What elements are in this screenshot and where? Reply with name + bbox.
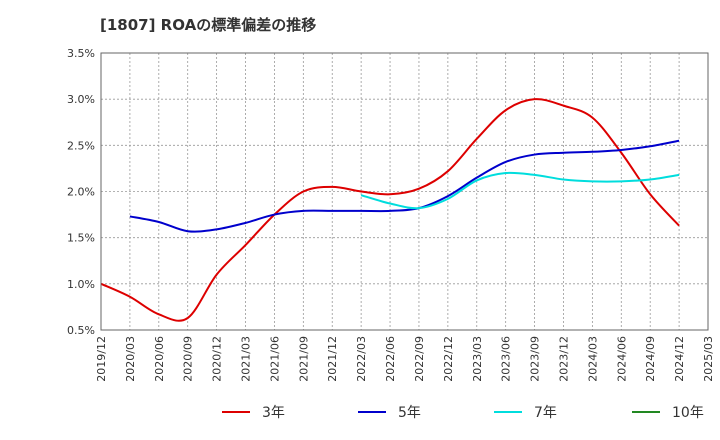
- x-tick-label: 2019/12: [95, 336, 108, 382]
- legend-label-3: 7年: [534, 405, 557, 421]
- x-tick-label: 2020/03: [124, 336, 137, 382]
- y-tick-label: 3.5%: [67, 47, 95, 60]
- plot-frame: [100, 52, 709, 331]
- x-tick-label: 2020/06: [153, 336, 166, 382]
- x-tick-label: 2023/12: [557, 336, 570, 382]
- x-tick-label: 2024/03: [586, 336, 599, 382]
- legend-label-2: 5年: [398, 405, 421, 421]
- legend-label-4: 10年: [672, 405, 704, 421]
- x-tick-label: 2020/12: [211, 336, 224, 382]
- grid: [100, 52, 709, 331]
- series-line-3: [360, 171, 680, 210]
- x-tick-label: 2021/06: [268, 336, 281, 382]
- x-tick-label: 2021/09: [297, 336, 310, 382]
- series-line-2: [129, 139, 680, 233]
- x-tick-label: 2024/06: [615, 336, 628, 382]
- x-tick-label: 2025/03: [702, 336, 715, 382]
- axes: 0.5% 1.0% 1.5% 2.0% 2.5% 3.0% 3.5% 2019/12 2020/…: [67, 47, 715, 382]
- series-lines: [100, 98, 680, 322]
- x-tick-label: 2023/09: [529, 336, 542, 382]
- legend-label-1: 3年: [262, 405, 285, 421]
- chart-title: [1807] ROAの標準偏差の推移: [100, 16, 317, 34]
- y-tick-label: 2.5%: [67, 139, 95, 152]
- y-tick-label: 2.0%: [67, 186, 95, 199]
- x-tick-label: 2021/12: [326, 336, 339, 382]
- x-tick-label: 2022/03: [355, 336, 368, 382]
- x-tick-label: 2024/12: [673, 336, 686, 382]
- legend: 3年 5年 7年 10年: [222, 405, 704, 421]
- x-tick-label: 2020/09: [182, 336, 195, 382]
- x-tick-label: 2022/09: [413, 336, 426, 382]
- y-tick-label: 1.5%: [67, 232, 95, 245]
- x-tick-label: 2022/12: [442, 336, 455, 382]
- y-tick-label: 1.0%: [67, 278, 95, 291]
- y-tick-label: 3.0%: [67, 93, 95, 106]
- y-tick-label: 0.5%: [67, 324, 95, 337]
- x-tick-label: 2024/09: [644, 336, 657, 382]
- x-tick-label: 2023/06: [500, 336, 513, 382]
- series-line-1: [100, 98, 680, 322]
- x-tick-label: 2023/03: [471, 336, 484, 382]
- x-tick-label: 2022/06: [384, 336, 397, 382]
- x-tick-label: 2021/03: [240, 336, 253, 382]
